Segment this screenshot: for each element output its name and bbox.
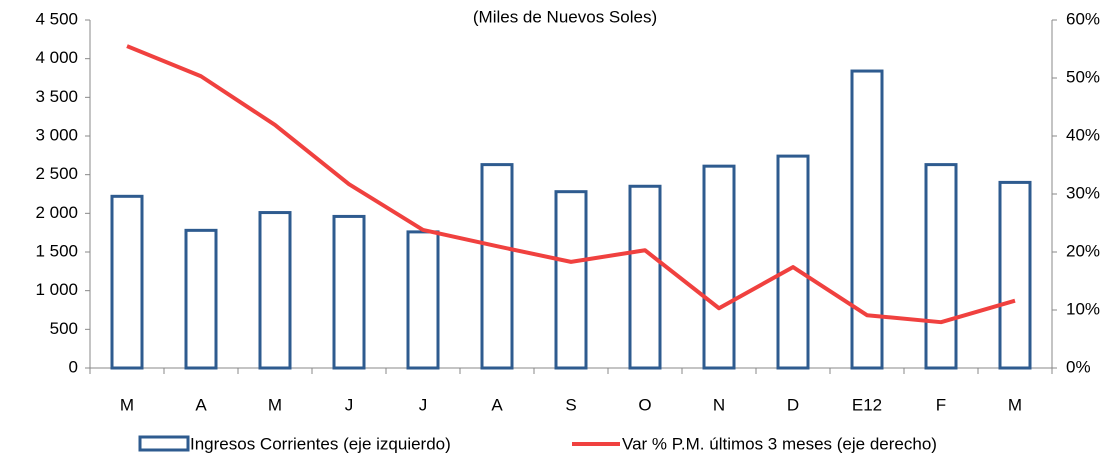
y2-tick-label: 0% xyxy=(1066,357,1091,376)
y-tick-label: 1 000 xyxy=(35,280,78,299)
y2-tick-label: 10% xyxy=(1066,299,1100,318)
bar xyxy=(480,163,514,370)
bar xyxy=(332,214,366,370)
bar xyxy=(406,230,440,370)
bar xyxy=(110,194,144,370)
x-tick-label: M xyxy=(268,395,282,414)
y-tick-label: 2 000 xyxy=(35,203,78,222)
bar xyxy=(776,154,810,370)
chart-subtitle: (Miles de Nuevos Soles) xyxy=(473,7,657,26)
y-tick-label: 500 xyxy=(50,319,78,338)
line xyxy=(126,44,1016,325)
x-tick-label: N xyxy=(713,395,725,414)
legend-swatch xyxy=(138,435,190,452)
x-tick-label: S xyxy=(565,395,576,414)
x-tick-label: O xyxy=(638,395,651,414)
bar xyxy=(554,190,588,370)
y2-tick-label: 30% xyxy=(1066,183,1100,202)
y2-tick-label: 60% xyxy=(1066,9,1100,28)
legend-label: Ingresos Corrientes (eje izquierdo) xyxy=(190,434,451,453)
y2-tick-label: 20% xyxy=(1066,241,1100,260)
y2-tick-label: 40% xyxy=(1066,125,1100,144)
x-tick-label: E12 xyxy=(852,395,882,414)
y-tick-label: 4 500 xyxy=(35,9,78,28)
y-tick-label: 2 500 xyxy=(35,164,78,183)
bar xyxy=(924,163,958,370)
x-tick-label: J xyxy=(345,395,354,414)
x-tick-label: F xyxy=(936,395,946,414)
bar xyxy=(850,69,884,370)
bar xyxy=(258,211,292,370)
y-tick-label: 3 000 xyxy=(35,125,78,144)
x-tick-label: M xyxy=(120,395,134,414)
y-tick-label: 3 500 xyxy=(35,87,78,106)
y-tick-label: 1 500 xyxy=(35,241,78,260)
legend-label: Var % P.M. últimos 3 meses (eje derecho) xyxy=(622,434,937,453)
bar xyxy=(702,164,736,370)
x-tick-label: M xyxy=(1008,395,1022,414)
x-tick-label: A xyxy=(195,395,207,414)
x-tick-label: A xyxy=(491,395,503,414)
y-tick-label: 0 xyxy=(69,357,78,376)
x-tick-label: J xyxy=(419,395,428,414)
bar xyxy=(628,184,662,370)
y-tick-label: 4 000 xyxy=(35,48,78,67)
bar xyxy=(998,180,1032,370)
bar xyxy=(184,228,218,370)
y2-tick-label: 50% xyxy=(1066,67,1100,86)
x-tick-label: D xyxy=(787,395,799,414)
